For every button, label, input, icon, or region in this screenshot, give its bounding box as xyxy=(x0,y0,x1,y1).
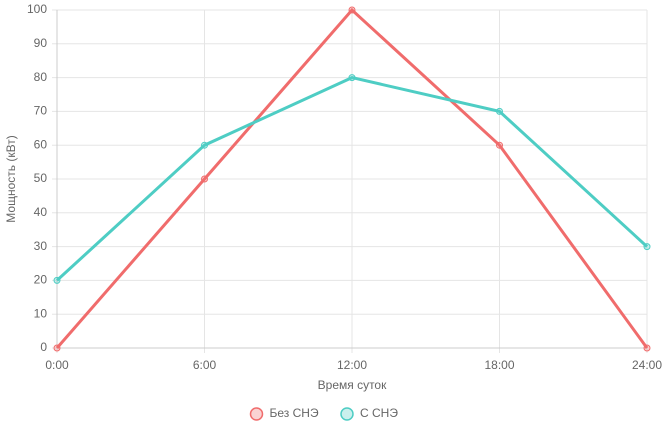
data-point xyxy=(643,344,651,352)
data-point xyxy=(201,175,208,183)
x-tick-label: 12:00 xyxy=(337,358,367,372)
y-tick-label: 40 xyxy=(34,205,48,219)
legend-marker xyxy=(340,407,354,421)
y-tick-label: 80 xyxy=(34,70,48,84)
data-point xyxy=(53,276,61,284)
data-point xyxy=(496,107,503,115)
x-tick-label: 0:00 xyxy=(45,358,69,372)
y-tick-label: 30 xyxy=(34,239,48,253)
legend-marker xyxy=(249,407,264,421)
data-point xyxy=(201,141,208,149)
legend-label: С СНЭ xyxy=(360,406,398,420)
y-tick-label: 20 xyxy=(34,273,48,287)
x-axis-title: Время суток xyxy=(318,378,387,392)
series-line xyxy=(55,7,649,349)
data-point xyxy=(496,141,503,149)
y-axis-title: Мощность (кВт) xyxy=(4,135,18,222)
data-point xyxy=(348,74,356,82)
y-tick-label: 0 xyxy=(40,340,47,354)
y-tick-label: 90 xyxy=(34,36,48,50)
x-tick-label: 6:00 xyxy=(193,358,217,372)
y-tick-label: 50 xyxy=(34,171,48,185)
y-tick-label: 60 xyxy=(34,137,48,151)
legend-item: Без СНЭ xyxy=(249,406,319,421)
data-point xyxy=(53,344,61,352)
x-tick-label: 24:00 xyxy=(632,358,662,372)
x-tick-label: 18:00 xyxy=(484,358,514,372)
y-tick-label: 100 xyxy=(27,2,47,16)
y-tick-label: 10 xyxy=(34,306,48,320)
legend-item: С СНЭ xyxy=(340,406,398,421)
data-point xyxy=(348,6,356,14)
legend-label: Без СНЭ xyxy=(270,406,319,420)
series-line xyxy=(55,76,649,282)
y-tick-label: 70 xyxy=(34,104,48,118)
data-point xyxy=(643,243,651,251)
